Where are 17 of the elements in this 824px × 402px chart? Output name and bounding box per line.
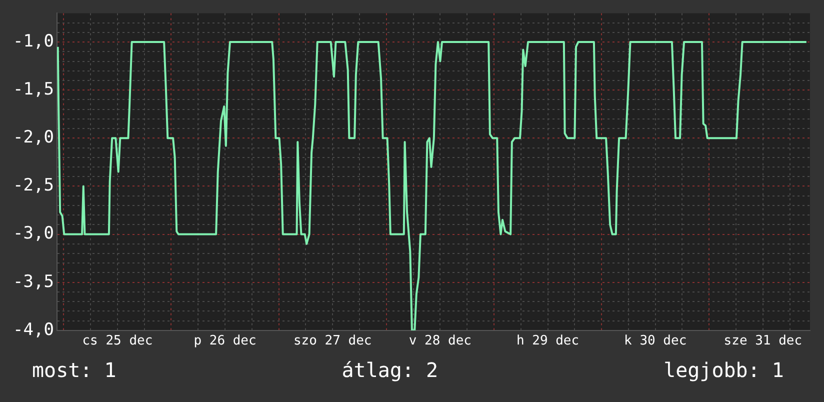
text: most: 1: [32, 358, 116, 382]
x-tick-label: sze 31 dec: [724, 334, 802, 349]
y-tick-label: -2,5: [12, 176, 54, 196]
y-tick-label: -3,5: [12, 272, 54, 292]
x-tick-label: cs 25 dec: [82, 334, 153, 349]
y-tick-label: -4,0: [12, 320, 54, 340]
y-tick-label: -1,5: [12, 80, 54, 100]
text: átlag: 2: [342, 358, 438, 382]
x-tick-label: p 26 dec: [194, 334, 256, 349]
x-tick-label: k 30 dec: [624, 334, 687, 349]
x-tick-label: v 28 dec: [408, 334, 472, 349]
x-tick-label: h 29 dec: [516, 334, 580, 349]
y-tick-label: -3,0: [12, 224, 54, 244]
x-tick-label: szo 27 dec: [293, 334, 372, 349]
text: legjobb: 1: [664, 358, 784, 382]
y-tick-label: -1,0: [12, 31, 54, 52]
y-tick-label: -2,0: [12, 128, 54, 148]
